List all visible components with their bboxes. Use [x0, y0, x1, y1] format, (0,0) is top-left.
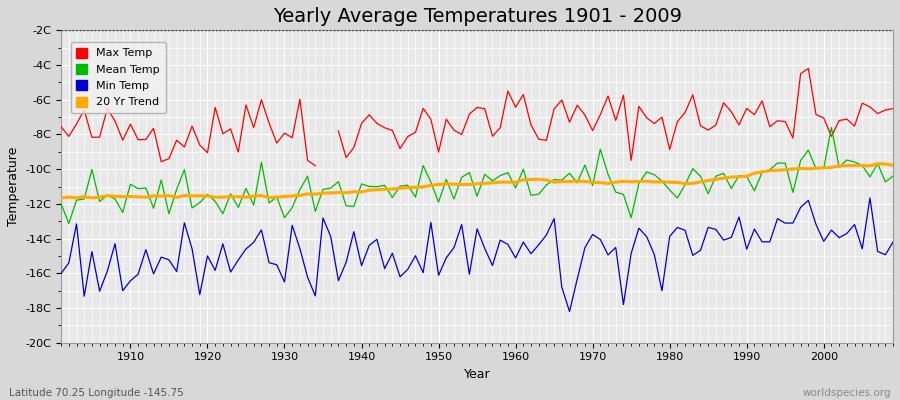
Text: Latitude 70.25 Longitude -145.75: Latitude 70.25 Longitude -145.75 — [9, 388, 184, 398]
Text: worldspecies.org: worldspecies.org — [803, 388, 891, 398]
Legend: Max Temp, Mean Temp, Min Temp, 20 Yr Trend: Max Temp, Mean Temp, Min Temp, 20 Yr Tre… — [71, 42, 166, 113]
Y-axis label: Temperature: Temperature — [7, 147, 20, 226]
X-axis label: Year: Year — [464, 368, 490, 381]
Title: Yearly Average Temperatures 1901 - 2009: Yearly Average Temperatures 1901 - 2009 — [273, 7, 681, 26]
